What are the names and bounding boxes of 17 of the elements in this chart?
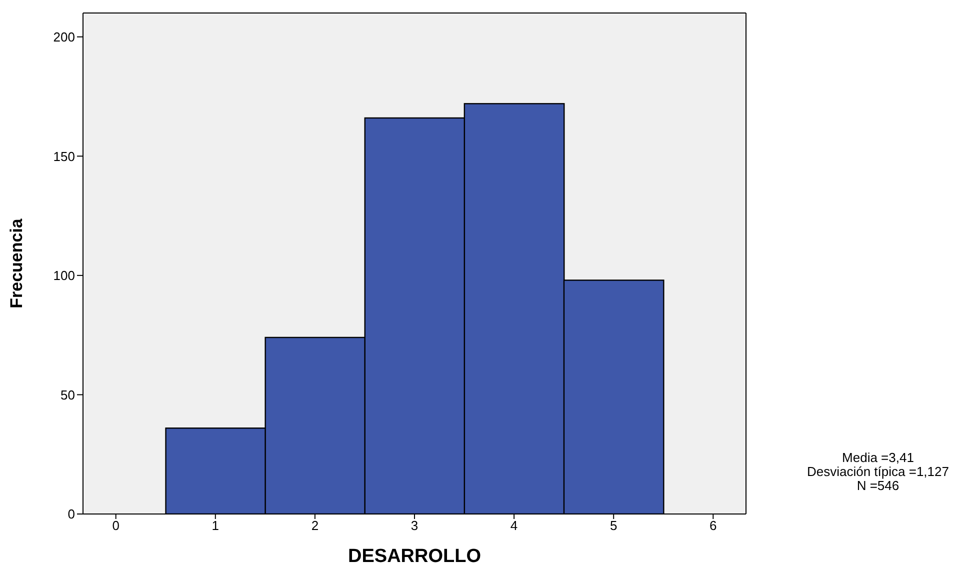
- y-axis-title: Frecuencia: [7, 218, 26, 308]
- y-tick-label: 100: [53, 268, 75, 284]
- text: N =546: [856, 478, 900, 493]
- y-tick-label: 200: [53, 29, 75, 44]
- x-axis-title: DESARROLLO: [348, 546, 481, 567]
- text: Media =3,41: [841, 450, 915, 465]
- x-tick-label: 3: [410, 518, 418, 534]
- x-tick-label: 4: [510, 518, 518, 534]
- x-tick-label: 6: [710, 518, 717, 534]
- y-tick-label: 50: [60, 387, 75, 402]
- x-tick-label: 0: [112, 518, 120, 534]
- x-tick-label: 5: [610, 518, 618, 534]
- y-tick-label: 150: [53, 148, 75, 164]
- y-tick-label: 0: [68, 506, 75, 522]
- x-tick-label: 2: [311, 518, 319, 534]
- text: Desviación típica =1,127: [806, 464, 950, 479]
- x-tick-label: 1: [212, 518, 220, 534]
